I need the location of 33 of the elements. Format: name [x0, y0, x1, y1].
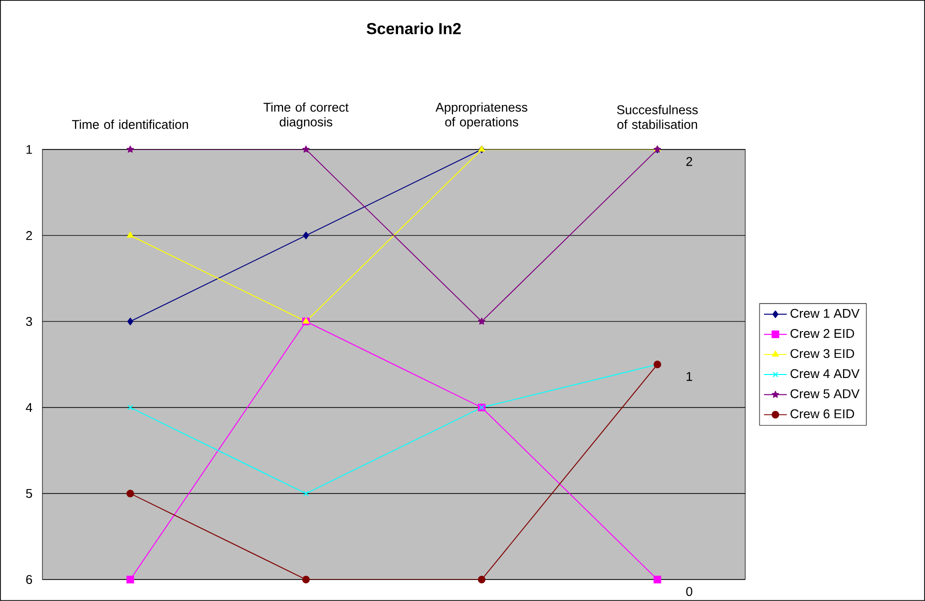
- legend-label: Crew 4 ADV: [790, 369, 860, 378]
- point: [478, 318, 486, 325]
- x-tick-label: Appropriateness of operations: [436, 102, 528, 129]
- y2-tick-label: 2: [686, 157, 692, 166]
- y-tick-label: 3: [26, 317, 32, 326]
- point: [126, 576, 134, 584]
- y-tick-label: 4: [26, 403, 32, 412]
- legend-label: Crew 6 EID: [790, 409, 854, 418]
- chart-title: Scenario In2: [366, 22, 461, 34]
- point: [303, 232, 309, 240]
- y-tick-label: 1: [26, 145, 32, 154]
- point: [478, 576, 486, 584]
- point: [126, 146, 134, 153]
- point: [127, 318, 134, 326]
- x-tick-label: Succesfulness of stabilisation: [617, 105, 698, 129]
- y-tick-label: 2: [26, 231, 32, 240]
- legend-label: Crew 2 EID: [790, 329, 854, 338]
- x-tick-label: Time of identification: [72, 120, 188, 129]
- point: [126, 232, 134, 238]
- y-tick-label: 5: [26, 489, 32, 498]
- point: [302, 576, 310, 584]
- point: [302, 146, 310, 153]
- legend-label: Crew 5 ADV: [790, 389, 860, 398]
- point: [127, 404, 134, 410]
- legend-label: Crew 3 EID: [790, 349, 854, 358]
- x-tick-label: Time of correct diagnosis: [264, 102, 349, 129]
- point: [654, 576, 662, 584]
- legend-label: Crew 1 ADV: [790, 308, 860, 318]
- point: [126, 490, 134, 498]
- y-tick-label: 6: [26, 575, 32, 584]
- y2-tick-label: 0: [686, 587, 692, 596]
- y2-tick-label: 1: [686, 372, 692, 381]
- point: [303, 490, 309, 496]
